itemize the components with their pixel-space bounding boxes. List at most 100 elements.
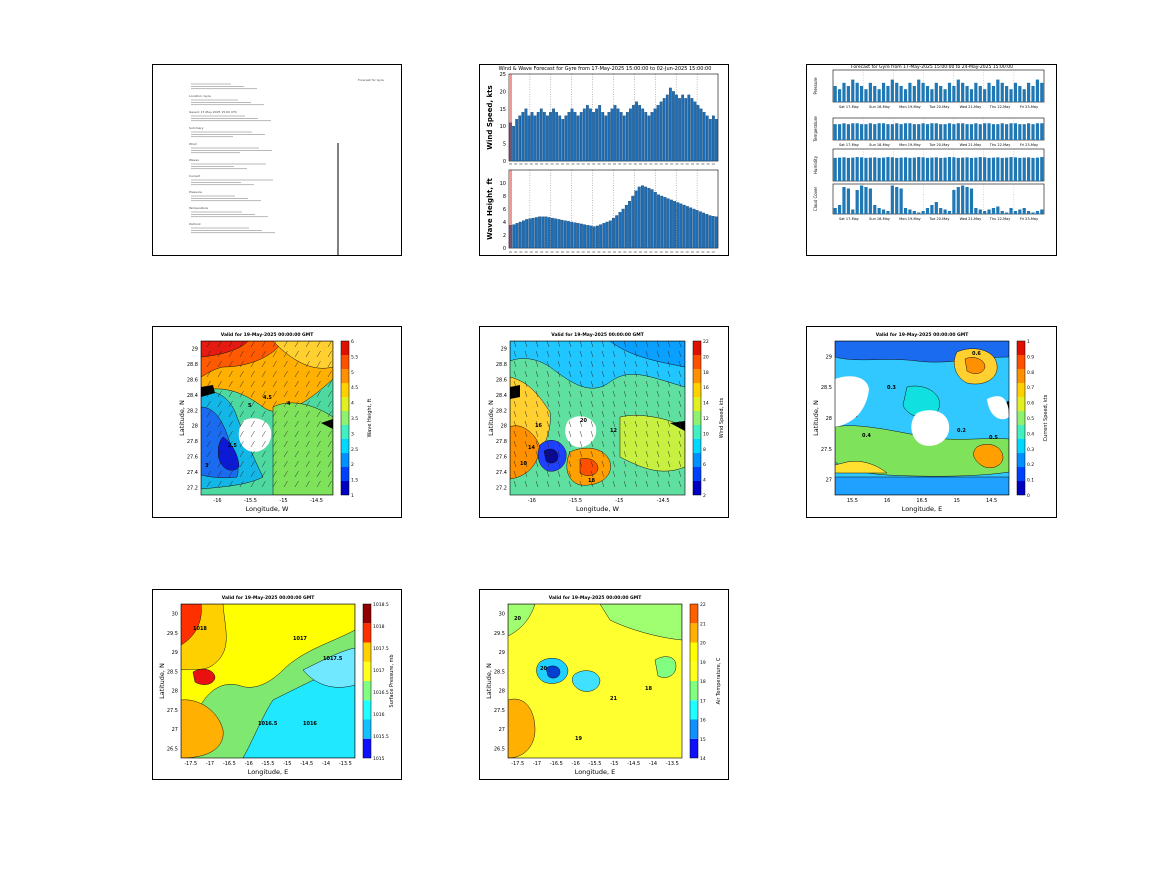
wind-vector xyxy=(579,460,583,468)
bar xyxy=(1035,79,1040,102)
wind-vector xyxy=(623,370,627,378)
wind-vector xyxy=(228,470,233,478)
x-axis-label: Longitude, E xyxy=(902,505,943,513)
y-tick-label: 27.4 xyxy=(496,470,507,476)
wind-vector xyxy=(294,370,299,378)
wind-vector xyxy=(667,350,671,358)
series-label: Cloud Cover xyxy=(813,186,818,211)
colorbar-tick-label: 14 xyxy=(700,756,706,762)
bar xyxy=(943,157,947,181)
colorbar-tick-label: 1015.5 xyxy=(373,734,389,740)
bar xyxy=(1031,212,1035,214)
bar xyxy=(912,157,916,181)
wind-vector xyxy=(283,470,288,478)
bar xyxy=(675,94,678,162)
bar xyxy=(647,188,651,249)
wind-vector xyxy=(590,440,594,448)
contour-region xyxy=(181,699,224,758)
bar xyxy=(696,105,700,162)
wind-vector xyxy=(645,450,649,458)
wind-vector xyxy=(239,480,244,488)
x-tick-label: 15 xyxy=(954,498,960,504)
x-axis-label: Longitude, W xyxy=(576,505,619,513)
wind-vector xyxy=(283,450,288,458)
bar xyxy=(663,197,667,249)
wind-vector xyxy=(513,480,517,488)
chart-title: Wind & Wave Forecast for Gyre from 17-Ma… xyxy=(499,66,712,72)
bar xyxy=(890,157,894,181)
wind-vector xyxy=(612,360,616,368)
bar xyxy=(678,98,681,162)
wind-vector xyxy=(272,341,277,348)
bar xyxy=(925,124,930,140)
contour-label: 19 xyxy=(575,736,582,742)
bar xyxy=(925,157,930,181)
colorbar-tick-label: 1016.5 xyxy=(373,690,389,696)
wind-vector xyxy=(228,440,233,448)
wind-vector xyxy=(294,480,299,488)
wind-vector xyxy=(513,410,517,418)
colorbar-tick-label: 1015 xyxy=(373,756,385,762)
x-tick-label: -16 xyxy=(572,761,580,767)
bar xyxy=(1013,157,1018,181)
wind-vector xyxy=(612,390,616,398)
wind-vector xyxy=(283,341,288,348)
colorbar-segment xyxy=(693,355,701,369)
bar xyxy=(563,220,567,249)
colorbar-segment xyxy=(1017,341,1025,355)
wind-vector xyxy=(667,440,671,448)
wind-vector xyxy=(656,480,660,488)
colorbar-segment xyxy=(341,439,349,453)
wind-vector xyxy=(239,430,244,438)
wind-vector xyxy=(535,460,539,468)
colorbar-segment xyxy=(341,481,349,495)
y-tick-label: 29 xyxy=(499,650,505,656)
contour-label: 1016 xyxy=(303,721,317,727)
bar xyxy=(673,201,677,249)
wind-speed-map: Valid for 19-May-2025 00:00:00 GMT 16 20 14… xyxy=(487,332,725,513)
wind-vector xyxy=(228,460,233,468)
wind-vector xyxy=(546,450,550,458)
wind-vector xyxy=(667,460,671,468)
wind-vector xyxy=(294,450,299,458)
wind-vector xyxy=(327,420,332,428)
wind-vector xyxy=(579,360,583,368)
colorbar-frame xyxy=(1016,340,1026,496)
y-tick-label: 28.5 xyxy=(821,385,832,391)
colorbar-segment xyxy=(363,681,371,701)
wind-vector xyxy=(568,470,572,478)
y-axis-label: Latitude, N xyxy=(158,663,166,699)
bar xyxy=(641,108,645,162)
wind-vector xyxy=(667,430,671,438)
wind-vector xyxy=(590,390,594,398)
wind-vector xyxy=(305,470,310,478)
bar xyxy=(842,82,846,102)
colorbar-segment xyxy=(363,623,371,643)
bar xyxy=(996,124,1000,140)
bar xyxy=(943,89,947,102)
wind-vector xyxy=(261,350,266,358)
x-tick-label: Thu 22-May xyxy=(989,105,1011,109)
wind-vector xyxy=(217,380,222,388)
colorbar-tick-label: 5 xyxy=(351,370,354,376)
bar xyxy=(1022,208,1026,214)
bar xyxy=(659,101,663,162)
bar xyxy=(583,224,587,249)
wind-vector xyxy=(316,430,321,438)
wind-vector xyxy=(579,341,583,348)
wind-vector xyxy=(250,420,255,428)
wind-vector xyxy=(645,470,649,478)
x-tick-label: Mon 19-May xyxy=(899,143,920,147)
colorbar-tick-label: 1017.5 xyxy=(373,646,389,652)
wind-vector xyxy=(239,350,244,358)
wind-vector xyxy=(557,420,561,428)
colorbar-segment xyxy=(1017,411,1025,425)
colorbar-tick-label: 6 xyxy=(351,339,354,345)
colorbar-segment xyxy=(341,355,349,369)
y-tick-label: 28 xyxy=(172,689,178,695)
wind-vector xyxy=(590,370,594,378)
colorbar-segment xyxy=(693,439,701,453)
y-tick-label: 26.5 xyxy=(167,746,178,752)
wind-vector xyxy=(634,460,638,468)
bar xyxy=(983,89,987,102)
